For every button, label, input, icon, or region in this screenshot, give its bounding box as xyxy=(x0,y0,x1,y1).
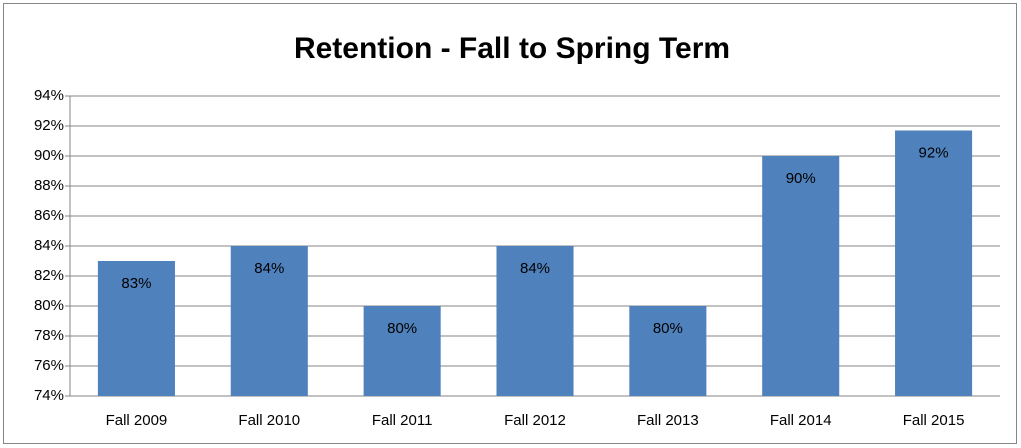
bar xyxy=(762,156,840,396)
y-tick-label: 82% xyxy=(34,267,64,284)
bar xyxy=(496,246,574,396)
y-tick-label: 78% xyxy=(34,327,64,344)
data-label: 92% xyxy=(919,144,949,161)
x-tick-label: Fall 2011 xyxy=(372,412,433,429)
x-tick-label: Fall 2013 xyxy=(637,412,699,429)
data-label: 80% xyxy=(387,320,417,337)
bar xyxy=(629,306,707,396)
data-label: 90% xyxy=(786,170,816,187)
bar xyxy=(895,130,973,396)
y-tick-label: 94% xyxy=(34,87,64,104)
y-tick-label: 86% xyxy=(34,207,64,224)
x-tick-label: Fall 2012 xyxy=(504,412,566,429)
data-label: 84% xyxy=(520,260,550,277)
y-tick-label: 80% xyxy=(34,297,64,314)
y-tick-label: 88% xyxy=(34,177,64,194)
x-tick-label: Fall 2014 xyxy=(770,412,832,429)
bar xyxy=(363,306,441,396)
x-tick-label: Fall 2010 xyxy=(238,412,300,429)
data-label: 80% xyxy=(653,320,683,337)
bar xyxy=(97,261,175,396)
x-tick-label: Fall 2009 xyxy=(106,412,168,429)
bar xyxy=(230,246,308,396)
chart-title: Retention - Fall to Spring Term xyxy=(294,32,730,65)
data-label: 84% xyxy=(254,260,284,277)
y-tick-label: 76% xyxy=(34,357,64,374)
y-tick-label: 84% xyxy=(34,237,64,254)
y-tick-label: 92% xyxy=(34,117,64,134)
x-tick-label: Fall 2015 xyxy=(903,412,965,429)
data-label: 83% xyxy=(121,275,151,292)
y-tick-label: 74% xyxy=(34,387,64,404)
y-tick-label: 90% xyxy=(34,147,64,164)
